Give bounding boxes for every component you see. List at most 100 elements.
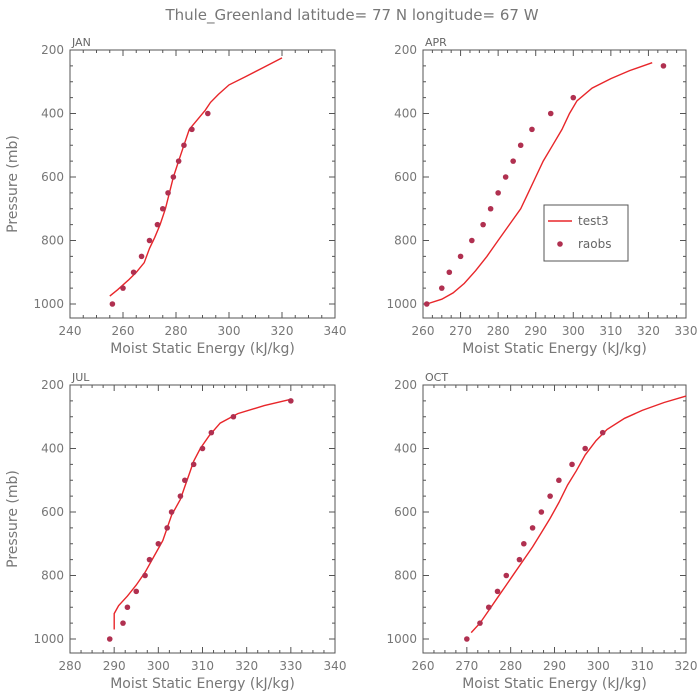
data-point-raobs-jan (205, 110, 211, 117)
data-point-raobs-oct (599, 429, 606, 436)
xtick-label-jan: 300 (218, 324, 241, 338)
data-point-raobs-apr (446, 269, 453, 276)
data-point-raobs-jan (146, 237, 153, 244)
ytick-label-jul: 1000 (33, 632, 64, 646)
data-point-raobs-jul (142, 572, 148, 579)
xtick-label-oct: 320 (675, 659, 698, 673)
data-point-raobs-jan (109, 301, 116, 307)
data-point-raobs-apr (423, 301, 430, 307)
data-point-raobs-apr (529, 126, 535, 133)
data-point-raobs-jul (164, 525, 170, 531)
data-point-raobs-jul (120, 620, 126, 626)
xtick-label-oct: 280 (499, 659, 522, 673)
ytick-label-jan: 200 (41, 43, 64, 57)
data-point-raobs-jan (154, 221, 161, 228)
data-point-raobs-jul (208, 429, 215, 436)
data-point-raobs-apr (660, 63, 667, 69)
panel-apr: APR 260 270 280 290 300 310 320 330 200 400 600 800 1… (386, 36, 697, 357)
xtick-label-oct: 290 (543, 659, 566, 673)
ytick-label-jul: 800 (41, 569, 64, 583)
ytick-label-oct: 800 (394, 569, 417, 583)
xtick-label-jul: 340 (324, 659, 347, 673)
xtick-label-oct: 300 (587, 659, 610, 673)
ytick-label-jan: 1000 (33, 297, 64, 311)
data-point-raobs-jan (138, 253, 145, 260)
data-point-raobs-apr (502, 174, 509, 180)
xtick-label-apr: 290 (524, 324, 547, 338)
data-point-raobs-jul (155, 540, 162, 547)
data-point-raobs-oct (582, 445, 588, 452)
panel-label-jul: JUL (71, 371, 90, 384)
xtick-label-jul: 290 (103, 659, 126, 673)
plot-frame-oct (422, 384, 687, 654)
data-point-raobs-jan (170, 174, 177, 180)
data-point-raobs-jul (133, 588, 140, 595)
data-point-raobs-apr (517, 142, 524, 149)
plot-frame-jan (69, 49, 336, 319)
xtick-label-apr: 270 (449, 324, 472, 338)
data-point-raobs-apr (457, 253, 464, 260)
xaxis-label-jul: Moist Static Energy (kJ/kg) (110, 676, 295, 692)
data-point-raobs-oct (521, 540, 527, 547)
ytick-label-oct: 1000 (386, 632, 417, 646)
xtick-label-oct: 310 (631, 659, 654, 673)
panel-jul: JUL 280 290 300 310 320 330 340 200 400 600 800 1000… (5, 371, 346, 692)
xtick-label-apr: 310 (599, 324, 622, 338)
panel-oct: OCT 260 270 280 290 300 310 320 200 400 600 800 1000… (386, 371, 697, 692)
data-point-raobs-apr (547, 110, 554, 117)
xtick-label-jul: 280 (59, 659, 82, 673)
panel-label-apr: APR (425, 36, 447, 49)
xtick-label-jan: 320 (271, 324, 294, 338)
data-point-raobs-jan (175, 158, 182, 164)
panel-label-jan: JAN (71, 36, 91, 49)
data-point-raobs-jul (230, 413, 237, 420)
xtick-label-apr: 260 (412, 324, 435, 338)
data-point-raobs-jan (120, 285, 126, 291)
legend-dot-swatch (557, 241, 563, 247)
panels: JAN 240 260 280 300 320 340 200 400 600 800 1000 Moi… (5, 36, 697, 692)
data-point-raobs-oct (556, 477, 562, 484)
figure-title: Thule_Greenland latitude= 77 N longitude… (164, 6, 538, 25)
data-point-raobs-oct (477, 620, 483, 626)
panel-jan: JAN 240 260 280 300 320 340 200 400 600 800 1000 Moi… (5, 36, 346, 357)
data-point-raobs-jul (288, 398, 294, 404)
data-point-raobs-jul (199, 445, 206, 452)
data-point-raobs-oct (485, 604, 492, 611)
plot-frame-apr (422, 49, 687, 319)
ytick-label-apr: 200 (394, 43, 417, 57)
data-point-raobs-oct (464, 636, 470, 642)
data-point-raobs-jan (189, 126, 195, 133)
data-point-raobs-oct (569, 461, 575, 468)
xtick-label-jul: 320 (235, 659, 258, 673)
ytick-label-apr: 1000 (386, 297, 417, 311)
data-point-raobs-oct (503, 572, 510, 579)
ytick-label-jul: 600 (41, 505, 64, 519)
xtick-label-jan: 240 (59, 324, 82, 338)
xtick-label-apr: 330 (675, 324, 698, 338)
data-point-raobs-apr (495, 190, 501, 196)
data-point-raobs-apr (469, 237, 475, 244)
data-point-raobs-apr (510, 158, 516, 164)
data-point-raobs-jan (159, 205, 166, 212)
ytick-label-oct: 600 (394, 505, 417, 519)
panel-label-oct: OCT (425, 371, 448, 384)
xtick-label-apr: 300 (562, 324, 585, 338)
yaxis-label-jan: Pressure (mb) (5, 135, 21, 233)
xtick-label-jan: 260 (112, 324, 135, 338)
legend-box (543, 204, 629, 262)
data-point-raobs-jan (181, 142, 187, 149)
ytick-label-jan: 800 (41, 234, 64, 248)
data-point-raobs-jul (177, 493, 184, 499)
xtick-label-jul: 330 (279, 659, 302, 673)
ytick-label-oct: 200 (394, 378, 417, 392)
data-point-raobs-apr (487, 205, 494, 212)
xtick-label-oct: 260 (412, 659, 435, 673)
data-point-raobs-apr (570, 94, 577, 101)
xtick-label-jan: 280 (165, 324, 188, 338)
legend-label-raobs: raobs (578, 237, 612, 251)
yaxis-label-jul: Pressure (mb) (5, 470, 21, 568)
legend: test3 raobs (543, 204, 629, 262)
ytick-label-jul: 400 (41, 442, 64, 456)
xtick-label-jan: 340 (324, 324, 347, 338)
